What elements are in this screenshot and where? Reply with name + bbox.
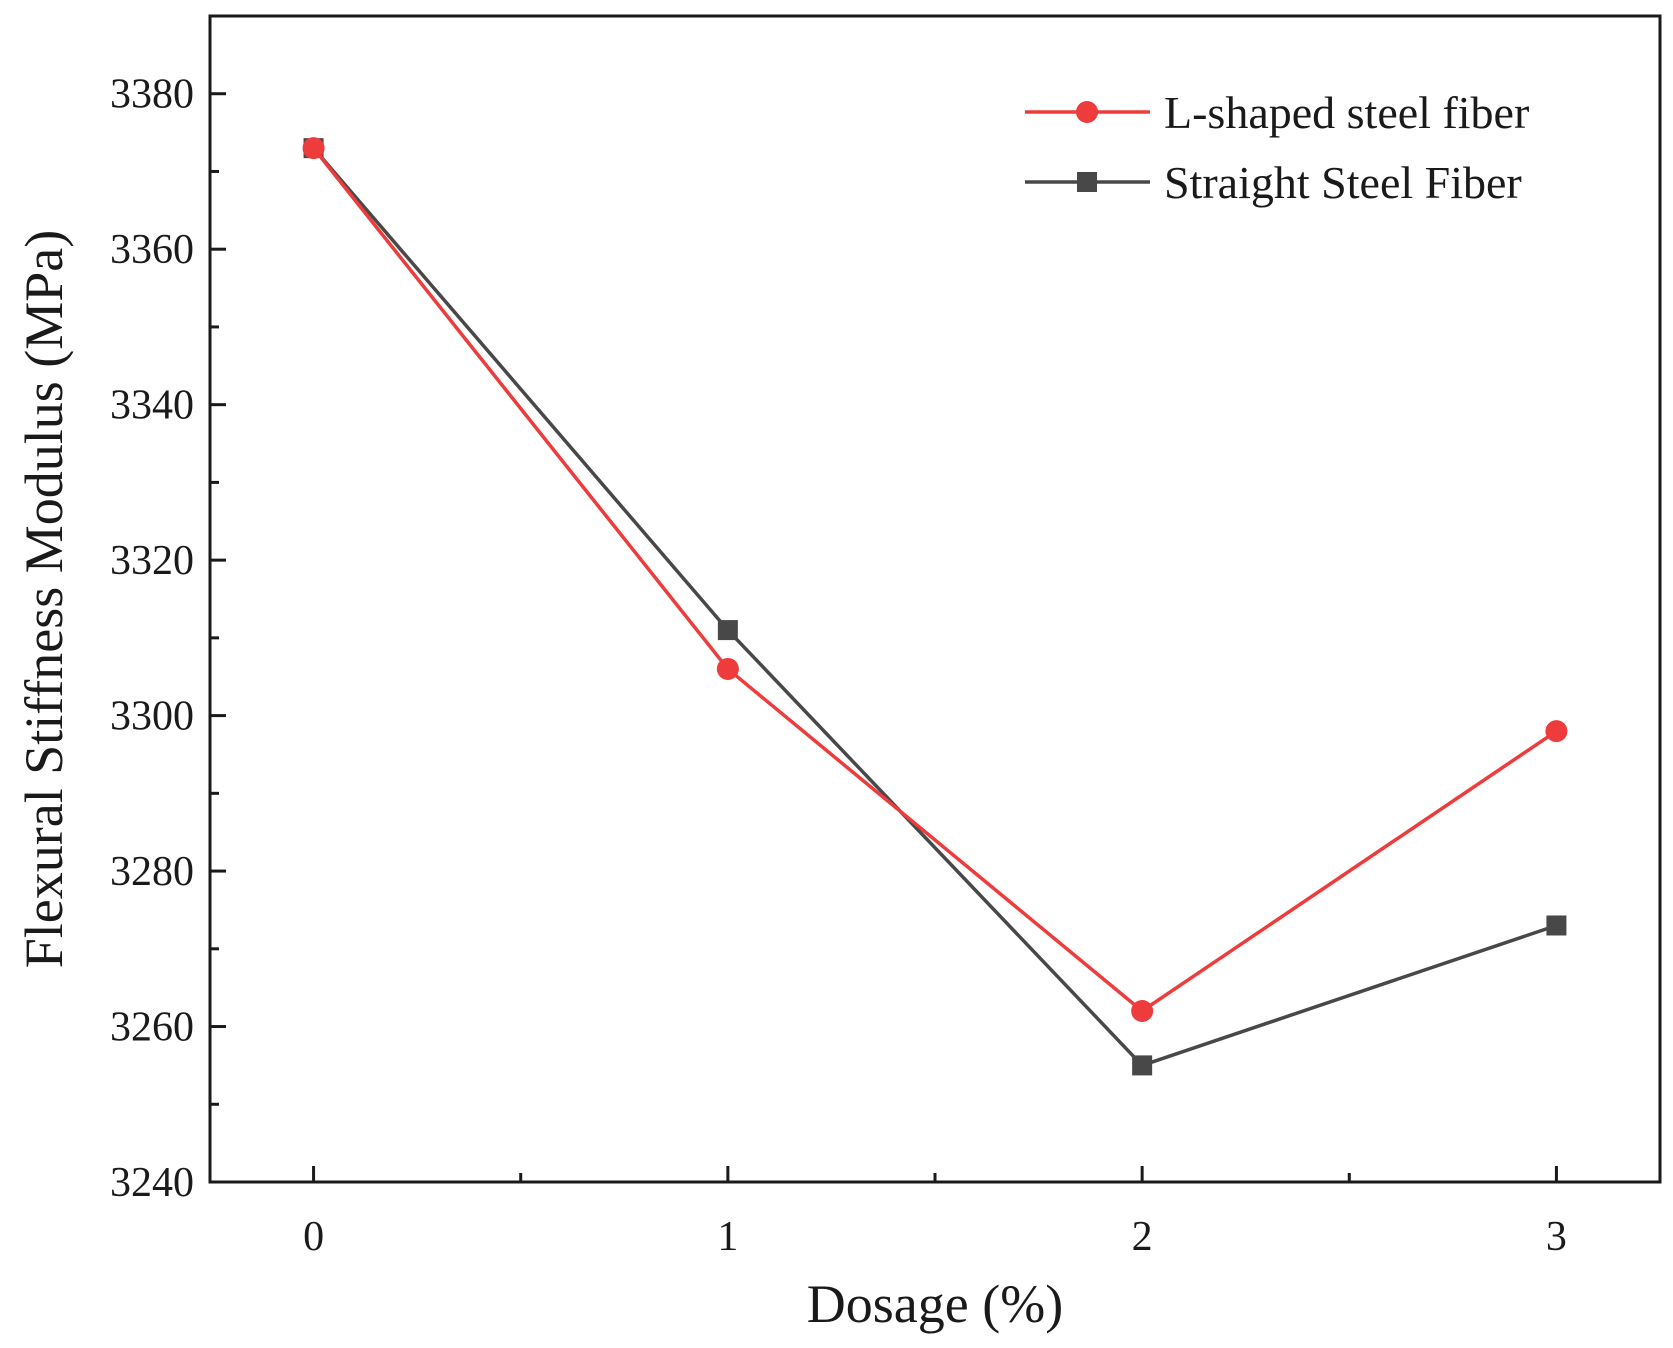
y-tick-label: 3380: [110, 72, 194, 118]
y-tick-label: 3280: [110, 849, 194, 895]
x-tick-label: 2: [1132, 1214, 1153, 1260]
y-axis: 3240 3260 3280 3300 3320 3340 3360 3380: [110, 14, 226, 1206]
legend-marker: [1076, 101, 1098, 123]
data-point: [1132, 1055, 1153, 1076]
series-line: [312, 147, 1557, 1068]
x-tick-label: 3: [1546, 1214, 1567, 1260]
data-point: [1131, 999, 1154, 1022]
legend-item: L-shaped steel fiber: [1025, 87, 1529, 138]
x-axis: 0 1 2 3: [303, 1166, 1567, 1260]
y-tick-label: 3300: [110, 694, 194, 740]
data-point: [1545, 720, 1568, 743]
x-tick-label: 1: [717, 1214, 738, 1260]
y-tick-label: 3340: [110, 383, 194, 429]
y-axis-title: Flexural Stiffness Modulus (MPa): [14, 230, 74, 969]
legend-marker: [1077, 172, 1097, 192]
data-point: [302, 137, 325, 160]
data-point: [1546, 915, 1567, 936]
legend: L-shaped steel fiber Straight Steel Fiber: [1025, 87, 1529, 208]
y-tick-label: 3240: [110, 1160, 194, 1206]
x-axis-title: Dosage (%): [807, 1274, 1063, 1334]
series-l-shaped-steel-fiber: [302, 137, 1568, 1022]
legend-label: L-shaped steel fiber: [1164, 87, 1529, 138]
data-point: [717, 620, 738, 641]
series-layer: [302, 137, 1568, 1076]
legend-item: Straight Steel Fiber: [1025, 157, 1522, 208]
series-line: [312, 147, 1558, 1013]
y-tick-label: 3260: [110, 1005, 194, 1051]
y-tick-label: 3360: [110, 227, 194, 273]
x-tick-label: 0: [303, 1214, 324, 1260]
legend-label: Straight Steel Fiber: [1164, 157, 1522, 208]
series-straight-steel-fiber: [303, 138, 1567, 1076]
data-point: [716, 657, 739, 680]
y-tick-label: 3320: [110, 538, 194, 584]
